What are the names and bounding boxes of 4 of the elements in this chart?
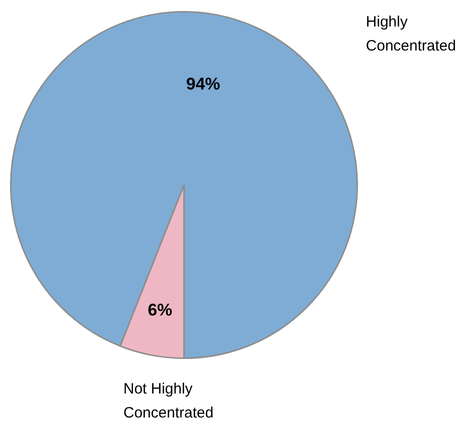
data-label: 6% bbox=[148, 300, 172, 320]
data-label: 94% bbox=[186, 74, 220, 94]
slice-label: Not Highly Concentrated bbox=[123, 380, 214, 422]
slice-label: Highly Concentrated bbox=[366, 13, 456, 54]
